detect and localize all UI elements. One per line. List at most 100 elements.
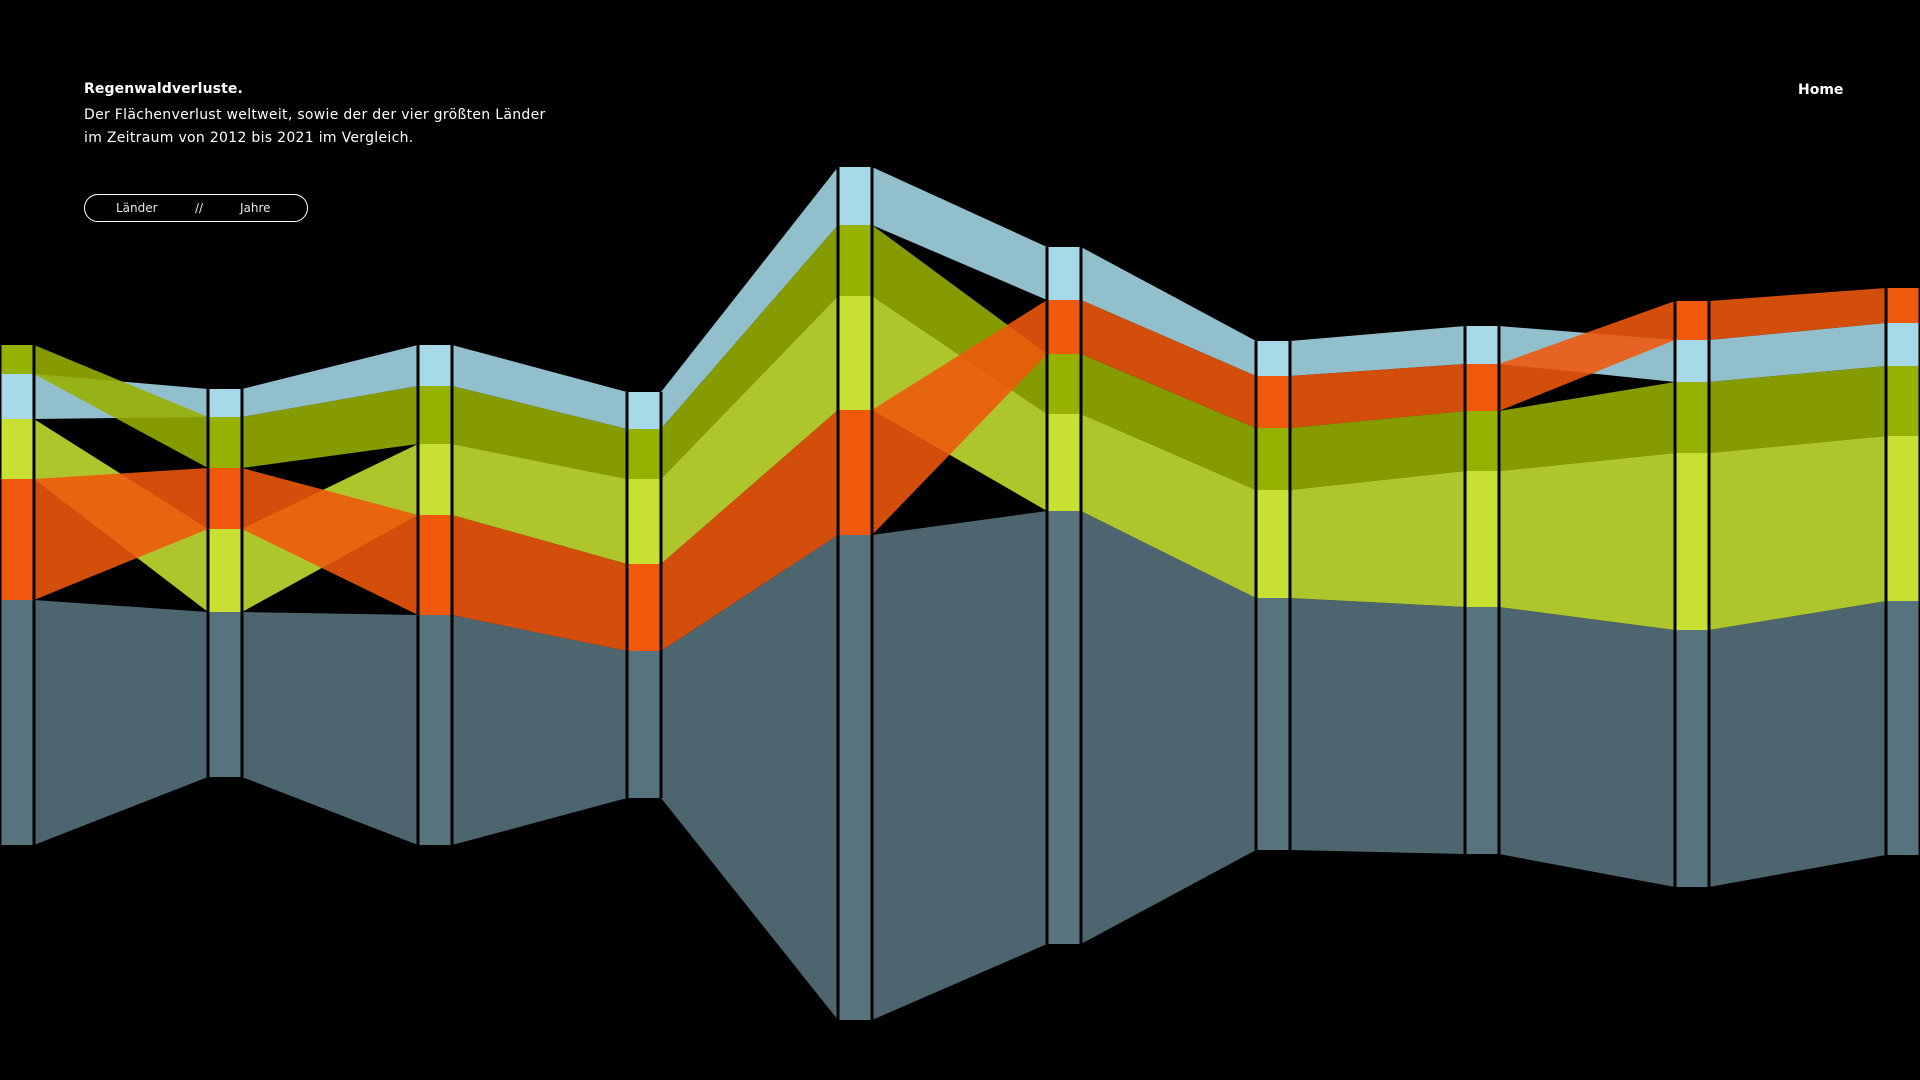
band-orange-2018-2019	[1290, 364, 1465, 428]
bar-olive-2012[interactable]	[0, 345, 34, 374]
toggle-option-countries[interactable]: Länder	[116, 201, 158, 215]
year-column-2015[interactable]	[625, 392, 663, 798]
bar-orange-2020[interactable]	[1675, 301, 1709, 340]
band-orange-2016-2017	[872, 300, 1047, 535]
bar-blue-2016[interactable]	[838, 167, 872, 225]
year-column-2013[interactable]	[206, 389, 244, 777]
bar-lime-2014[interactable]	[418, 444, 452, 515]
year-column-2018[interactable]	[1254, 341, 1292, 850]
band-blue-2014-2015	[452, 345, 627, 429]
toggle-option-years[interactable]: Jahre	[240, 201, 271, 215]
bar-grey-2016[interactable]	[838, 535, 872, 1020]
bar-grey-2012[interactable]	[0, 600, 34, 845]
bar-grey-2014[interactable]	[418, 615, 452, 845]
band-olive-2013-2014	[242, 386, 418, 468]
band-orange-2014-2015	[452, 515, 627, 651]
bar-orange-2012[interactable]	[0, 479, 34, 600]
bar-grey-2018[interactable]	[1256, 598, 1290, 850]
bar-olive-2019[interactable]	[1465, 411, 1499, 471]
band-grey-2018-2019	[1290, 598, 1465, 854]
band-blue-2017-2018	[1081, 247, 1256, 376]
bar-orange-2015[interactable]	[627, 564, 661, 651]
bar-blue-2012[interactable]	[0, 374, 34, 419]
band-grey-2016-2017	[872, 511, 1047, 1020]
year-column-2014[interactable]	[416, 345, 454, 845]
bar-lime-2012[interactable]	[0, 419, 34, 479]
band-grey-2017-2018	[1081, 511, 1256, 944]
band-olive-2014-2015	[452, 386, 627, 479]
bar-lime-2021[interactable]	[1886, 436, 1920, 601]
bar-orange-2016[interactable]	[838, 410, 872, 535]
chart-bands	[34, 167, 1886, 1020]
band-orange-2019-2020	[1499, 301, 1675, 411]
bar-orange-2014[interactable]	[418, 515, 452, 615]
subtitle-line-1: Der Flächenverlust weltweit, sowie der d…	[84, 107, 546, 123]
bar-grey-2021[interactable]	[1886, 601, 1920, 855]
band-blue-2015-2016	[661, 167, 838, 429]
band-grey-2014-2015	[452, 615, 627, 845]
band-olive-2020-2021	[1709, 366, 1886, 453]
band-orange-2013-2014	[242, 468, 418, 615]
band-orange-2012-2013	[34, 468, 208, 600]
year-column-2016[interactable]	[836, 167, 874, 1020]
bar-grey-2019[interactable]	[1465, 607, 1499, 854]
bar-olive-2021[interactable]	[1886, 366, 1920, 436]
band-lime-2020-2021	[1709, 436, 1886, 630]
bar-blue-2018[interactable]	[1256, 341, 1290, 376]
bar-olive-2016[interactable]	[838, 225, 872, 296]
bar-orange-2021[interactable]	[1886, 288, 1920, 323]
band-lime-2019-2020	[1499, 453, 1675, 630]
bar-olive-2020[interactable]	[1675, 382, 1709, 453]
bar-grey-2020[interactable]	[1675, 630, 1709, 887]
band-orange-2020-2021	[1709, 288, 1886, 340]
band-lime-2018-2019	[1290, 471, 1465, 607]
bar-lime-2019[interactable]	[1465, 471, 1499, 607]
band-grey-2013-2014	[242, 612, 418, 845]
chart-year-columns	[0, 167, 1920, 1020]
band-lime-2017-2018	[1081, 414, 1256, 598]
bar-olive-2013[interactable]	[208, 417, 242, 468]
band-blue-2018-2019	[1290, 326, 1465, 376]
year-column-2019[interactable]	[1463, 326, 1501, 854]
band-lime-2015-2016	[661, 296, 838, 564]
year-column-2017[interactable]	[1045, 247, 1083, 944]
bar-lime-2018[interactable]	[1256, 490, 1290, 598]
bar-blue-2013[interactable]	[208, 389, 242, 417]
subtitle-line-2: im Zeitraum von 2012 bis 2021 im Verglei…	[84, 130, 414, 146]
bar-lime-2013[interactable]	[208, 529, 242, 612]
bar-orange-2017[interactable]	[1047, 300, 1081, 354]
year-column-2012[interactable]	[0, 345, 36, 845]
bar-blue-2014[interactable]	[418, 345, 452, 386]
bar-blue-2019[interactable]	[1465, 326, 1499, 364]
band-blue-2016-2017	[872, 167, 1047, 300]
bar-blue-2021[interactable]	[1886, 323, 1920, 366]
bar-blue-2015[interactable]	[627, 392, 661, 429]
bar-grey-2015[interactable]	[627, 651, 661, 798]
year-column-2020[interactable]	[1673, 301, 1711, 887]
band-olive-2017-2018	[1081, 354, 1256, 490]
bar-blue-2017[interactable]	[1047, 247, 1081, 300]
page-subtitle: Der Flächenverlust weltweit, sowie der d…	[84, 104, 604, 150]
bar-olive-2018[interactable]	[1256, 428, 1290, 490]
band-olive-2018-2019	[1290, 411, 1465, 490]
bar-grey-2013[interactable]	[208, 612, 242, 777]
bar-orange-2019[interactable]	[1465, 364, 1499, 411]
bar-grey-2017[interactable]	[1047, 511, 1081, 944]
bar-lime-2017[interactable]	[1047, 414, 1081, 511]
bar-lime-2016[interactable]	[838, 296, 872, 410]
bar-orange-2018[interactable]	[1256, 376, 1290, 428]
bar-olive-2014[interactable]	[418, 386, 452, 444]
bar-lime-2020[interactable]	[1675, 453, 1709, 630]
band-orange-2017-2018	[1081, 300, 1256, 428]
bar-blue-2020[interactable]	[1675, 340, 1709, 382]
year-column-2021[interactable]	[1884, 288, 1920, 855]
page-title: Regenwaldverluste.	[84, 81, 243, 97]
bar-orange-2013[interactable]	[208, 468, 242, 529]
band-grey-2020-2021	[1709, 601, 1886, 887]
bar-olive-2017[interactable]	[1047, 354, 1081, 414]
home-link[interactable]: Home	[1798, 82, 1844, 98]
bar-olive-2015[interactable]	[627, 429, 661, 479]
bar-lime-2015[interactable]	[627, 479, 661, 564]
band-olive-2015-2016	[661, 225, 838, 479]
